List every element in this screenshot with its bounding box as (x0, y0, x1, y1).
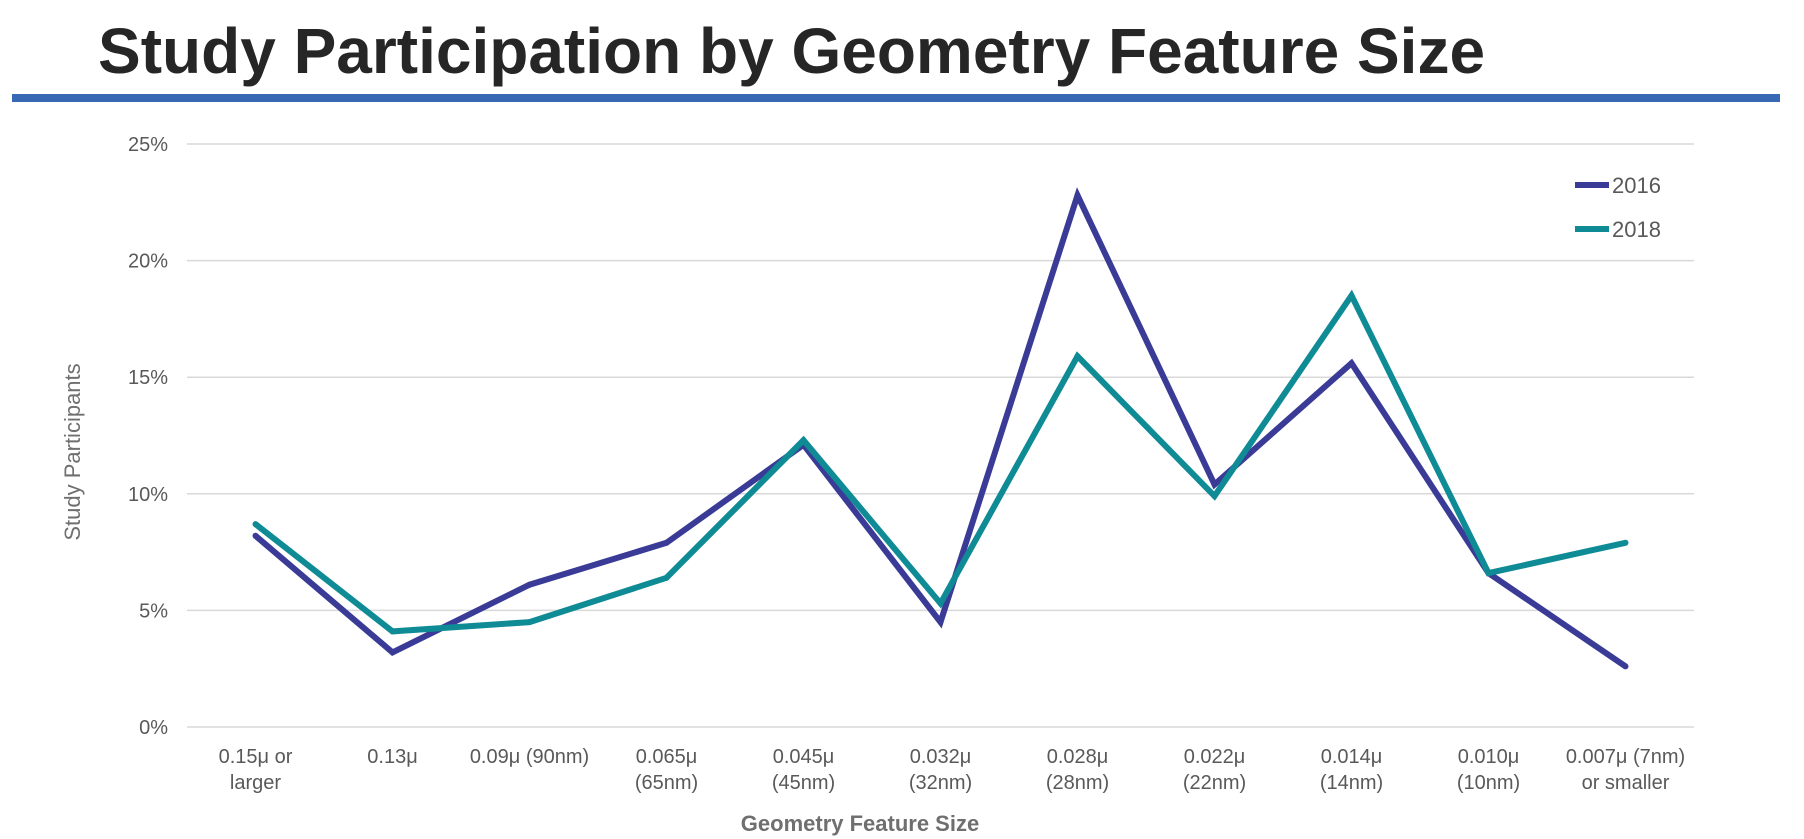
y-axis-ticks: 0% 5% 10% 15% 20% 25% (128, 134, 168, 739)
legend-label: 2018 (1612, 217, 1661, 242)
legend-label: 2016 (1612, 173, 1661, 198)
series-lines (252, 187, 1629, 670)
x-axis-title: Geometry Feature Size (741, 811, 979, 836)
data-point-2016 (1074, 192, 1081, 199)
data-point-2016 (937, 619, 944, 626)
x-tick-label-line: 0.09μ (90nm) (470, 746, 589, 768)
x-tick-label: 0.010μ (10nm) (1457, 746, 1520, 794)
x-tick-label-line: 0.15μ or (219, 746, 293, 768)
x-tick-label: 0.065μ (65nm) (635, 746, 698, 794)
data-point-2016 (389, 649, 396, 656)
data-point-2018 (1622, 539, 1629, 546)
data-point-2016 (1348, 360, 1355, 367)
data-point-2016 (526, 581, 533, 588)
x-tick-label: 0.014μ (14nm) (1320, 746, 1383, 794)
x-tick-label-line: (10nm) (1457, 772, 1520, 794)
x-tick-label-line: 0.014μ (1321, 746, 1383, 768)
data-point-2018 (526, 619, 533, 626)
legend: 2016 2018 (1575, 173, 1661, 242)
x-tick-label-line: (45nm) (772, 772, 835, 794)
x-tick-label: 0.028μ (28nm) (1046, 746, 1109, 794)
data-point-2016 (252, 532, 259, 539)
x-tick-label-line: 0.045μ (773, 746, 835, 768)
y-tick-label: 15% (128, 367, 168, 389)
y-tick-label: 5% (139, 600, 168, 622)
data-point-2018 (937, 600, 944, 607)
x-tick-label-line: (32nm) (909, 772, 972, 794)
data-point-2016 (663, 539, 670, 546)
x-tick-label-line: (65nm) (635, 772, 698, 794)
data-point-2016 (1622, 663, 1629, 670)
data-point-2018 (663, 574, 670, 581)
x-tick-label-line: larger (230, 772, 281, 794)
x-tick-label: 0.032μ (32nm) (909, 746, 972, 794)
data-point-2016 (1211, 481, 1218, 488)
data-point-2018 (1074, 353, 1081, 360)
y-tick-label: 0% (139, 717, 168, 739)
x-tick-label: 0.007μ (7nm) or smaller (1566, 746, 1685, 794)
x-tick-label-line: 0.13μ (367, 746, 417, 768)
x-tick-label: 0.15μ or larger (219, 746, 293, 794)
data-point-2018 (1485, 570, 1492, 577)
x-tick-label-line: (22nm) (1183, 772, 1246, 794)
x-tick-label: 0.045μ (45nm) (772, 746, 835, 794)
y-tick-label: 25% (128, 134, 168, 156)
data-point-2018 (1348, 292, 1355, 299)
x-tick-label: 0.09μ (90nm) (470, 746, 589, 768)
y-tick-label: 20% (128, 251, 168, 273)
x-tick-label-line: (14nm) (1320, 772, 1383, 794)
x-tick-label-line: 0.065μ (636, 746, 698, 768)
x-axis-ticks: 0.15μ or larger 0.13μ 0.09μ (90nm) 0.065μ (65… (219, 746, 1686, 794)
data-point-2018 (389, 628, 396, 635)
data-point-2018 (800, 437, 807, 444)
y-tick-label: 10% (128, 484, 168, 506)
page-title: Study Participation by Geometry Feature … (98, 15, 1486, 87)
x-tick-label: 0.022μ (22nm) (1183, 746, 1246, 794)
x-tick-label-line: 0.010μ (1458, 746, 1520, 768)
x-tick-label-line: or smaller (1582, 772, 1670, 794)
x-tick-label-line: 0.007μ (7nm) (1566, 746, 1685, 768)
title-divider (12, 94, 1780, 102)
gridlines (187, 143, 1694, 728)
x-tick-label-line: 0.022μ (1184, 746, 1246, 768)
data-point-2018 (252, 521, 259, 528)
y-axis-title: Study Participants (60, 363, 85, 540)
x-tick-label: 0.13μ (367, 746, 417, 768)
x-tick-label-line: 0.028μ (1047, 746, 1109, 768)
data-point-2018 (1211, 493, 1218, 500)
x-tick-label-line: (28nm) (1046, 772, 1109, 794)
x-tick-label-line: 0.032μ (910, 746, 972, 768)
